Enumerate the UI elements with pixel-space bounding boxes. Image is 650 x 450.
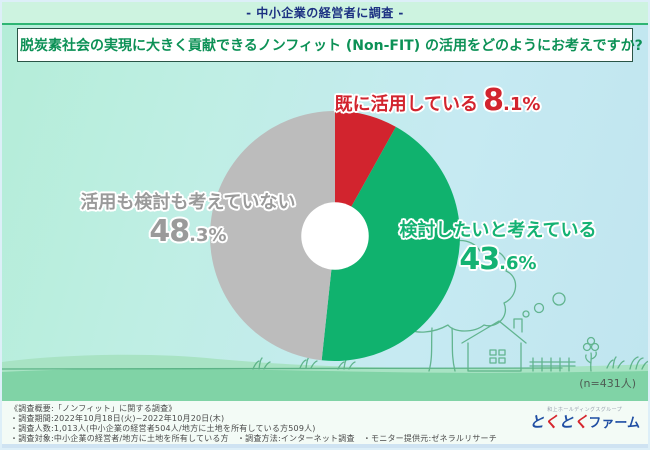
- flower: [582, 336, 600, 372]
- pie-chart: [209, 111, 461, 361]
- tokutoku-farm-logo: 和上ホールディングスグループ とくとくファーム: [529, 406, 640, 432]
- header-divider: [2, 23, 648, 25]
- chimney-smoke: [522, 292, 566, 318]
- logo-mark: とくとくファーム: [529, 414, 640, 432]
- logo-mark-suffix: ファーム: [588, 416, 640, 431]
- header-band: - 中小企業の経営者に調査 -: [2, 2, 648, 23]
- logo-char: と: [529, 413, 544, 431]
- logo-char: と: [558, 413, 574, 431]
- fence: [529, 357, 576, 372]
- question-title: 脱炭素社会の実現に大きく貢献できるノンフィット (Non-FIT) の活用をどの…: [20, 38, 643, 54]
- house-windows: [489, 349, 506, 364]
- sample-size-note: (n=431人): [579, 377, 636, 390]
- tree-trunk: [428, 327, 456, 372]
- pie-segment: [335, 111, 396, 236]
- callout-considering-value-frac: .6%: [499, 253, 537, 274]
- pie-svg: [209, 111, 461, 361]
- survey-overview-line: 《調査概要:「ノンフィット」に関する調査》: [10, 404, 177, 413]
- logo-char: く: [573, 413, 589, 431]
- house-roof: [461, 320, 527, 344]
- donut-hole: [301, 202, 369, 270]
- logo-mark-chars: とくとく: [529, 413, 588, 431]
- callout-already: 既に活用している 8.1%: [295, 83, 580, 118]
- survey-footer: 《調査概要:「ノンフィット」に関する調査》 ・調査期間:2022年10月18日(…: [2, 401, 648, 448]
- grass-band: [2, 368, 648, 401]
- callout-already-label: 既に活用している: [334, 94, 479, 115]
- callout-not-value-int: 48: [149, 214, 190, 249]
- callout-considering-label: 検討したいと考えている: [399, 220, 597, 241]
- pie-segment: [209, 111, 335, 361]
- callout-considering-value-int: 43: [459, 242, 500, 277]
- callout-not-label: 活用も検討も考えていない: [80, 192, 296, 213]
- logo-char: く: [543, 413, 559, 431]
- callout-considering: 検討したいと考えている 43.6%: [372, 219, 624, 279]
- survey-tagline: - 中小企業の経営者に調査 -: [246, 6, 404, 20]
- chart-area: 脱炭素社会の実現に大きく貢献できるノンフィット (Non-FIT) の活用をどの…: [2, 25, 648, 401]
- callout-not-considering: 活用も検討も考えていない 48.3%: [57, 191, 319, 251]
- landscape-illustration: [2, 239, 648, 401]
- logo-group-name: 和上ホールディングスグループ: [547, 407, 623, 413]
- survey-count-line: ・調査人数:1,013人(中小企業の経営者504人/地方に土地を所有している方5…: [10, 424, 316, 433]
- callout-not-value-frac: .3%: [189, 225, 227, 246]
- ground-line: [2, 367, 563, 370]
- callout-already-value-int: 8: [483, 83, 504, 118]
- callout-already-value-frac: .1%: [503, 94, 541, 115]
- question-title-box: 脱炭素社会の実現に大きく貢献できるノンフィット (Non-FIT) の活用をどの…: [17, 28, 643, 62]
- house-chimney: [513, 318, 523, 333]
- pie-segment: [321, 126, 461, 361]
- house-walls: [467, 342, 522, 372]
- survey-period-line: ・調査期間:2022年10月18日(火)~2022年10月20日(木): [10, 414, 225, 423]
- survey-target-line: ・調査対象:中小企業の経営者/地方に土地を所有している方 ・調査方法:インターネ…: [10, 434, 497, 443]
